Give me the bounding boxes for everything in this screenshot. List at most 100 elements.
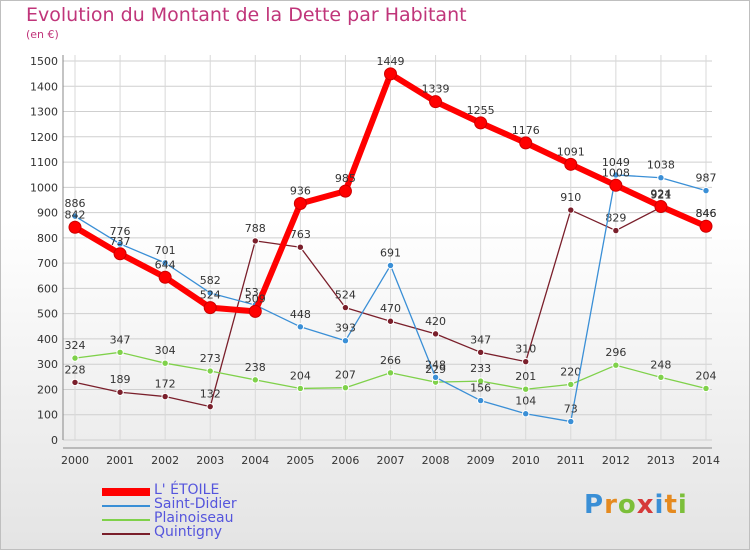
data-label: 156 xyxy=(470,382,491,395)
data-point xyxy=(206,367,214,375)
data-point xyxy=(341,303,350,312)
data-label: 73 xyxy=(564,403,578,416)
data-point xyxy=(564,157,578,171)
legend-swatch xyxy=(102,533,150,535)
data-point xyxy=(71,378,79,387)
legend-label: Plainoiseau xyxy=(154,510,234,526)
data-point xyxy=(567,380,575,389)
data-point xyxy=(384,67,397,81)
legend-swatch xyxy=(102,519,150,521)
data-label: 1255 xyxy=(467,104,495,117)
data-point xyxy=(476,348,485,357)
x-tick-label: 2001 xyxy=(106,454,134,467)
data-label: 524 xyxy=(200,289,221,302)
legend-swatch xyxy=(102,488,150,496)
data-label: 644 xyxy=(155,258,176,271)
data-point xyxy=(431,330,440,338)
data-point xyxy=(341,383,350,392)
data-label: 132 xyxy=(200,388,221,401)
x-tick-label: 2004 xyxy=(241,454,269,467)
data-label: 509 xyxy=(245,292,266,305)
data-label: 763 xyxy=(290,228,311,241)
data-point xyxy=(206,402,214,411)
data-point xyxy=(609,178,623,192)
y-tick-label: 300 xyxy=(37,358,58,371)
data-point xyxy=(567,417,575,426)
data-label: 273 xyxy=(200,352,221,365)
data-point xyxy=(71,354,79,362)
data-point xyxy=(522,410,530,418)
data-label: 233 xyxy=(470,362,491,375)
data-point xyxy=(654,200,668,214)
data-point xyxy=(386,317,395,325)
data-point xyxy=(116,240,124,248)
data-label: 886 xyxy=(65,197,86,210)
y-tick-label: 100 xyxy=(37,409,58,422)
data-label: 304 xyxy=(155,344,176,357)
data-point xyxy=(567,206,575,214)
data-point xyxy=(657,373,665,382)
x-tick-label: 2012 xyxy=(602,454,630,467)
y-tick-label: 1200 xyxy=(30,131,58,144)
data-label: 207 xyxy=(335,369,356,382)
y-tick-label: 1000 xyxy=(30,181,58,194)
data-label: 1049 xyxy=(602,156,630,169)
y-tick-label: 600 xyxy=(37,282,58,295)
data-label: 347 xyxy=(470,333,491,346)
data-label: 310 xyxy=(515,343,536,356)
series-plainoiseau: 324 347 304 273 238 204 207 266 229 233 201 220 296 2… xyxy=(65,333,717,393)
data-label: 846 xyxy=(696,207,717,220)
data-label: 1449 xyxy=(377,55,405,68)
data-point xyxy=(431,373,440,382)
data-point xyxy=(161,392,169,401)
data-point xyxy=(113,247,127,261)
data-point xyxy=(71,212,79,220)
data-point xyxy=(251,237,259,245)
data-point xyxy=(522,385,530,393)
data-label: 987 xyxy=(696,172,717,185)
axes: 0 100 200 300 400 500 600 700 800 900 1000 1100 1200… xyxy=(30,55,720,467)
data-point xyxy=(612,171,620,179)
data-point xyxy=(338,184,352,198)
x-tick-label: 2011 xyxy=(557,454,585,467)
data-label: 985 xyxy=(335,172,356,185)
y-tick-label: 900 xyxy=(37,207,58,220)
data-point xyxy=(116,388,124,396)
data-point xyxy=(519,136,533,150)
x-tick-label: 2006 xyxy=(331,454,359,467)
y-tick-label: 1100 xyxy=(30,156,58,169)
data-label: 846 xyxy=(696,207,717,220)
data-label: 238 xyxy=(245,361,266,374)
data-label: 524 xyxy=(335,289,356,302)
data-label: 1038 xyxy=(647,159,675,172)
y-tick-label: 1500 xyxy=(30,55,58,68)
data-label: 220 xyxy=(560,365,581,378)
grid xyxy=(63,55,712,441)
series-group: 228 189 172 132 788 763 524 470 420 347 310 910 829 9… xyxy=(65,55,717,426)
data-point xyxy=(251,376,259,384)
y-tick-label: 1400 xyxy=(30,80,58,93)
data-label: 204 xyxy=(696,369,717,382)
data-point xyxy=(296,384,305,393)
data-label: 829 xyxy=(605,212,626,225)
y-tick-label: 800 xyxy=(37,232,58,245)
data-label: 189 xyxy=(110,373,131,386)
data-point xyxy=(116,348,124,357)
data-point xyxy=(612,361,620,369)
data-label: 842 xyxy=(65,208,86,221)
data-label: 691 xyxy=(380,246,401,259)
data-point xyxy=(522,357,530,366)
data-point xyxy=(161,359,169,367)
chart-title: Evolution du Montant de la Dette par Hab… xyxy=(26,4,467,26)
data-label: 172 xyxy=(155,378,176,391)
data-label: 448 xyxy=(290,308,311,321)
data-point xyxy=(476,396,485,405)
data-label: 420 xyxy=(425,315,446,328)
data-point xyxy=(68,220,82,234)
data-point xyxy=(699,219,713,233)
chart-unit: (en €) xyxy=(26,28,59,41)
data-label: 737 xyxy=(110,235,131,248)
x-tick-label: 2000 xyxy=(61,454,89,467)
x-tick-label: 2003 xyxy=(196,454,224,467)
